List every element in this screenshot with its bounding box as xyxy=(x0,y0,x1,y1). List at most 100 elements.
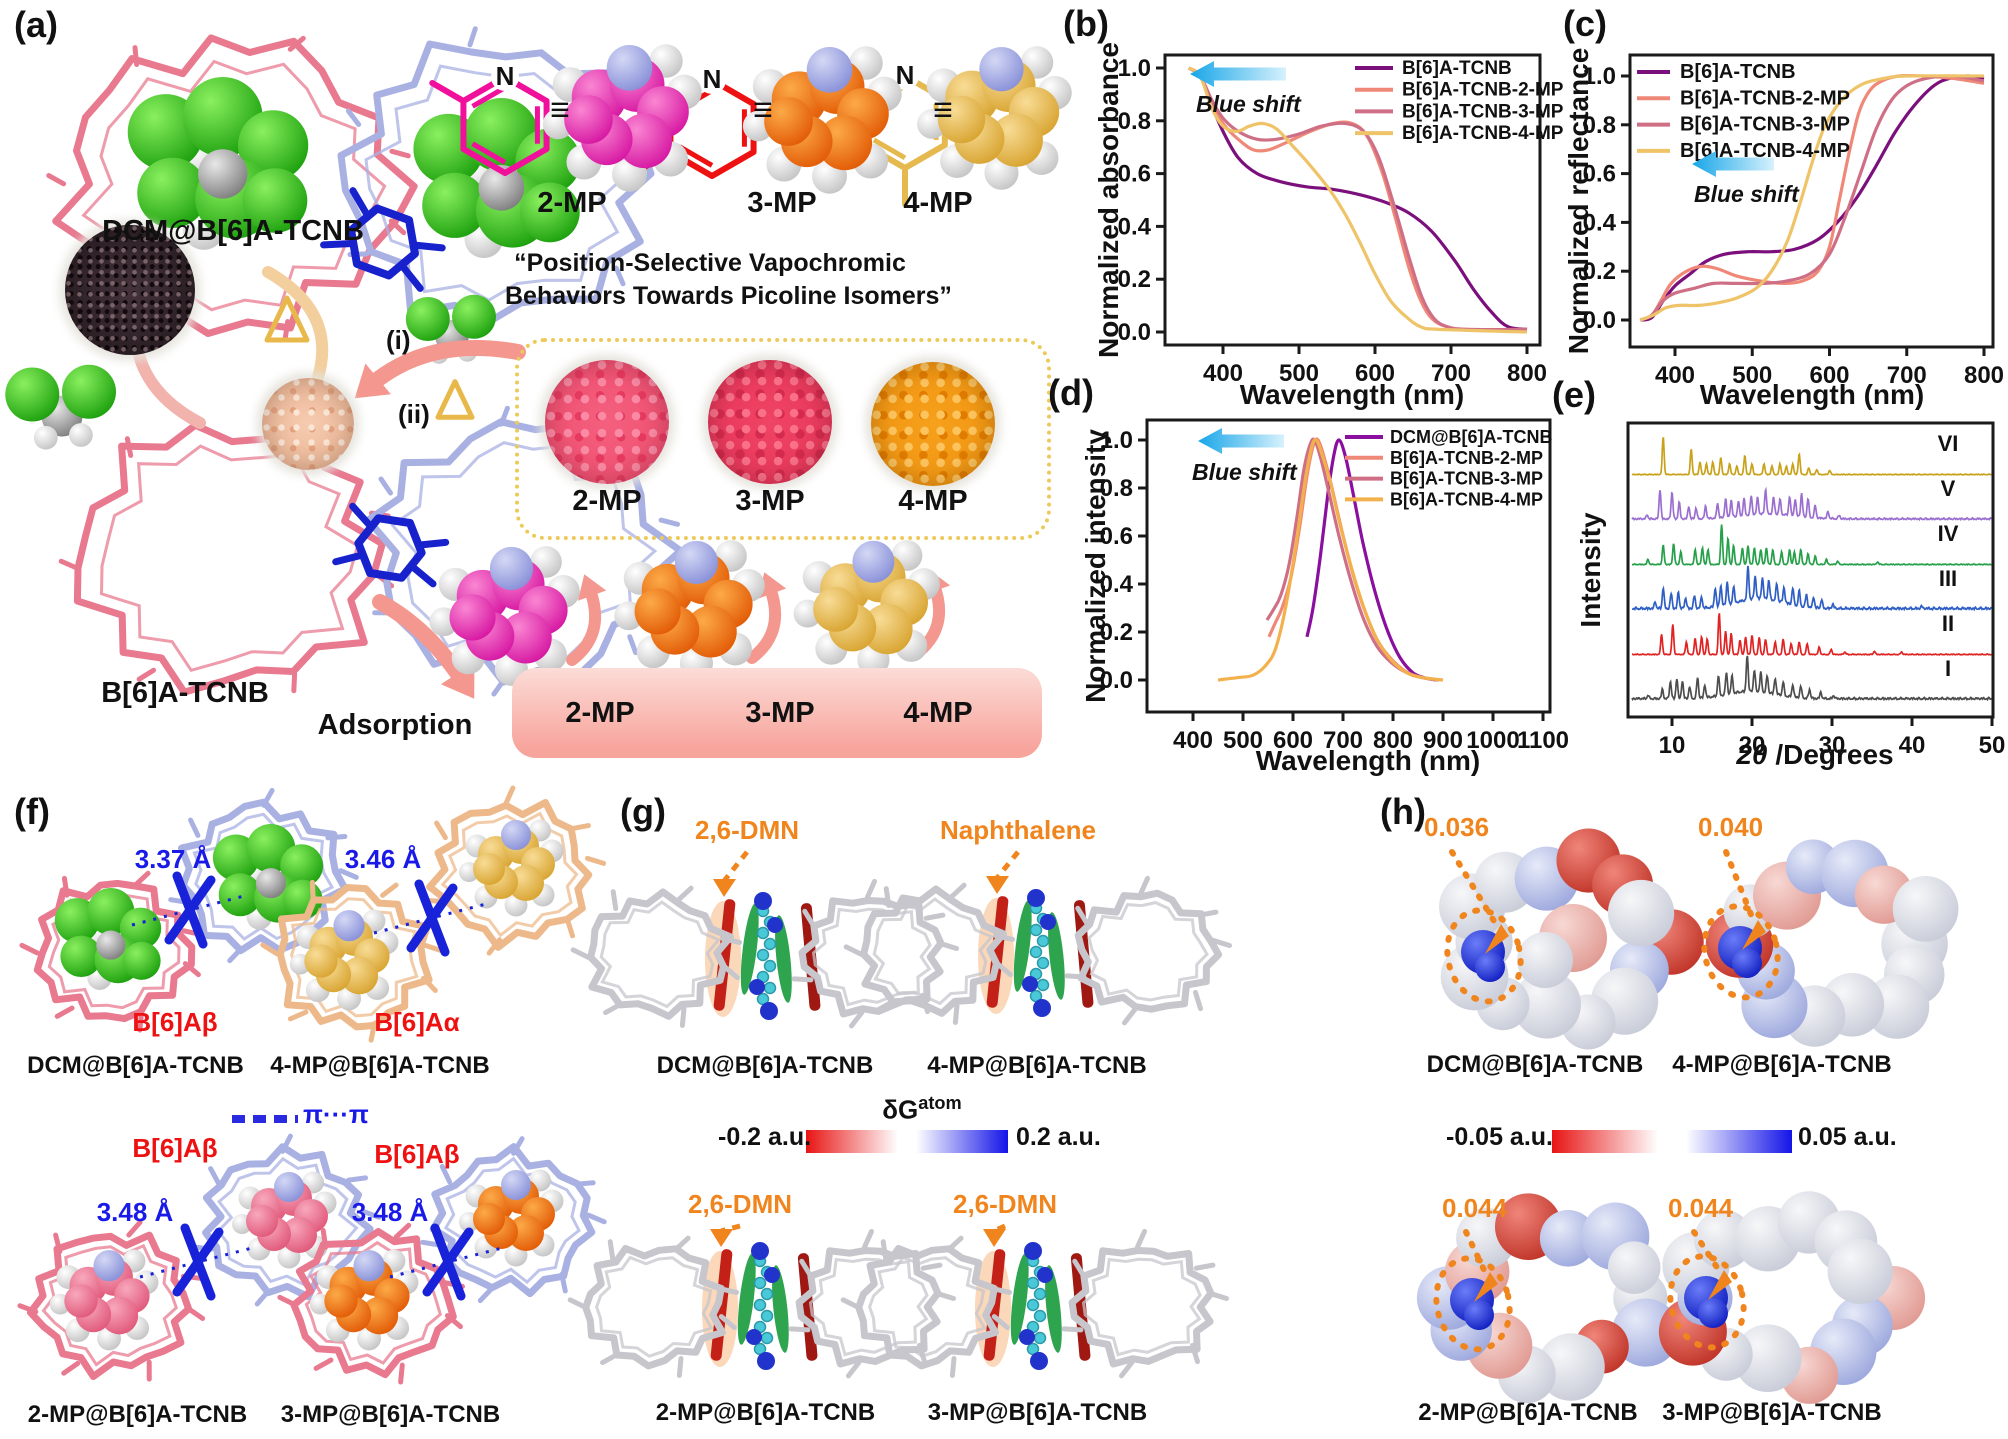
atom-sphere xyxy=(1892,876,1959,942)
x-tick-label: 700 xyxy=(1887,362,1927,389)
pi-distance-3mp: 3.48 Å xyxy=(351,1197,429,1227)
atom-sphere xyxy=(1537,1333,1605,1401)
panel-c-label: (c) xyxy=(1563,3,1607,44)
crystal-packing-scene xyxy=(702,1223,818,1370)
esp-value-2mp: 0.044 xyxy=(1442,1193,1508,1223)
xrd-trace-II xyxy=(1631,613,1992,656)
esp-site-circle xyxy=(1667,1253,1747,1351)
picoline-molecule xyxy=(917,46,1072,190)
adsorption-tray xyxy=(512,668,1042,758)
macrocycle-ring xyxy=(843,882,1016,1025)
esp-blue-site xyxy=(1433,1229,1513,1353)
atom-sphere xyxy=(422,172,488,238)
legend-entry: B[6]A-TCNB-4-MP xyxy=(1680,140,1850,162)
delta-g-sup: atom xyxy=(918,1093,962,1113)
adsorption-label: Adsorption xyxy=(317,709,473,741)
g-colorbar-positive xyxy=(916,1130,1008,1153)
macrocycle-ring xyxy=(840,1235,1013,1378)
dcm-molecule xyxy=(5,364,116,450)
atom-sphere xyxy=(473,853,505,885)
plot-frame-b xyxy=(1163,53,1542,347)
atom-sphere xyxy=(508,865,544,901)
panel-g-label: (g) xyxy=(620,791,666,832)
y-tick-label: 0.0 xyxy=(1100,667,1133,694)
ring-form-4mp: B[6]Aα xyxy=(374,1007,460,1037)
powder-photo-3mp xyxy=(708,360,832,484)
atom-sphere xyxy=(218,873,262,917)
guest-pointer-head xyxy=(710,1229,733,1247)
esp-value-3mp: 0.044 xyxy=(1668,1193,1734,1223)
nitrogen-atom-label: N xyxy=(703,64,722,94)
h-complex-name-4mp: 4-MP@B[6]A-TCNB xyxy=(1672,1051,1892,1078)
esp-blue-site xyxy=(1667,1229,1747,1351)
xrd-trace-label: VI xyxy=(1938,431,1959,456)
g-scale-min: -0.2 a.u. xyxy=(718,1123,812,1151)
figure-quote-line1: “Position-Selective Vapochromic xyxy=(514,249,906,277)
guest-pointer-line xyxy=(995,850,1020,880)
equiv-symbol: ≡ xyxy=(753,91,773,129)
curved-arrow xyxy=(746,572,787,664)
guest-label-g4: 2,6-DMN xyxy=(952,1189,1057,1219)
atom-sphere xyxy=(674,540,719,585)
atom-sphere xyxy=(62,364,116,419)
x-tick-label: 800 xyxy=(1373,727,1413,754)
g-scale-max: 0.2 a.u. xyxy=(1016,1123,1101,1151)
y-tick-label: 0.2 xyxy=(1118,266,1151,293)
esp-value-4mp: 0.040 xyxy=(1698,812,1764,842)
blue-shift-label: Blue shift xyxy=(1196,91,1302,117)
panel-h-label: (h) xyxy=(1380,791,1426,832)
f-complex-name-dcm: DCM@B[6]A-TCNB xyxy=(27,1052,244,1079)
x-tick-label: 700 xyxy=(1431,360,1471,387)
legend-entry: B[6]A-TCNB-2-MP xyxy=(1680,87,1850,109)
powder-label-3mp: 3-MP xyxy=(735,485,805,517)
esp-pointer-line xyxy=(1449,849,1500,929)
atom-sphere xyxy=(119,907,162,950)
blue-shift-label: Blue shift xyxy=(1192,459,1298,485)
x-axis-title: Wavelength (nm) xyxy=(1256,745,1481,776)
y-tick-label: 0.6 xyxy=(1100,523,1133,550)
h-complex-name-dcm: DCM@B[6]A-TCNB xyxy=(1426,1051,1644,1078)
panel-a-label: (a) xyxy=(14,4,58,45)
picoline-molecule xyxy=(429,546,580,686)
xrd-trace-label: V xyxy=(1941,476,1956,501)
h-scale-max: 0.05 a.u. xyxy=(1798,1123,1897,1151)
xrd-trace-label: III xyxy=(1939,566,1957,591)
x-axis-title: Wavelength (nm) xyxy=(1700,379,1925,410)
panel-d-label: (d) xyxy=(1048,372,1094,413)
atom-sphere xyxy=(360,1296,399,1335)
atom-sphere xyxy=(122,941,161,980)
xrd-trace-III xyxy=(1632,565,1992,612)
esp-pointer-head xyxy=(1742,920,1766,950)
series-line xyxy=(1639,74,1985,322)
atom-sphere xyxy=(60,935,102,978)
step-i-label: (i) xyxy=(386,325,411,355)
atom-sphere xyxy=(564,95,613,144)
guest-label-g2: Naphthalene xyxy=(939,815,1097,845)
pyridine-skeletal: N xyxy=(429,61,550,176)
nitrogen-atom-label: N xyxy=(896,60,915,90)
macrocycle-ring xyxy=(567,1235,740,1378)
x-tick-label: 600 xyxy=(1355,360,1395,387)
delta-g-label: δGatom xyxy=(862,1093,982,1124)
ring-form-dcm: B[6]Aβ xyxy=(132,1007,218,1037)
y-axis-title: Intensity xyxy=(1575,512,1606,628)
esp-pointer-line xyxy=(1691,1229,1723,1275)
series-line xyxy=(1187,66,1528,331)
ring-form-3mp: B[6]Aβ xyxy=(374,1139,460,1169)
atom-sphere xyxy=(937,95,986,144)
xrd-trace-label: I xyxy=(1945,656,1951,681)
atom-sphere xyxy=(237,110,309,181)
dcm-guest-cluster xyxy=(413,98,581,259)
pi-distance-4mp: 3.46 Å xyxy=(344,844,422,874)
esp-pointer-head xyxy=(1708,1270,1732,1300)
atom-sphere xyxy=(1698,1298,1728,1328)
y-axis-title: Normalized intensity xyxy=(1080,429,1111,703)
powder-label-2mp: 2-MP xyxy=(572,485,642,517)
atom-sphere xyxy=(1611,1298,1680,1367)
picoline-molecule xyxy=(232,1171,337,1269)
y-tick-label: 0.0 xyxy=(1583,307,1616,334)
powder-photo-activated-host xyxy=(262,378,354,470)
y-tick-label: 0.8 xyxy=(1583,112,1616,139)
x-tick-label: 800 xyxy=(1507,360,1547,387)
